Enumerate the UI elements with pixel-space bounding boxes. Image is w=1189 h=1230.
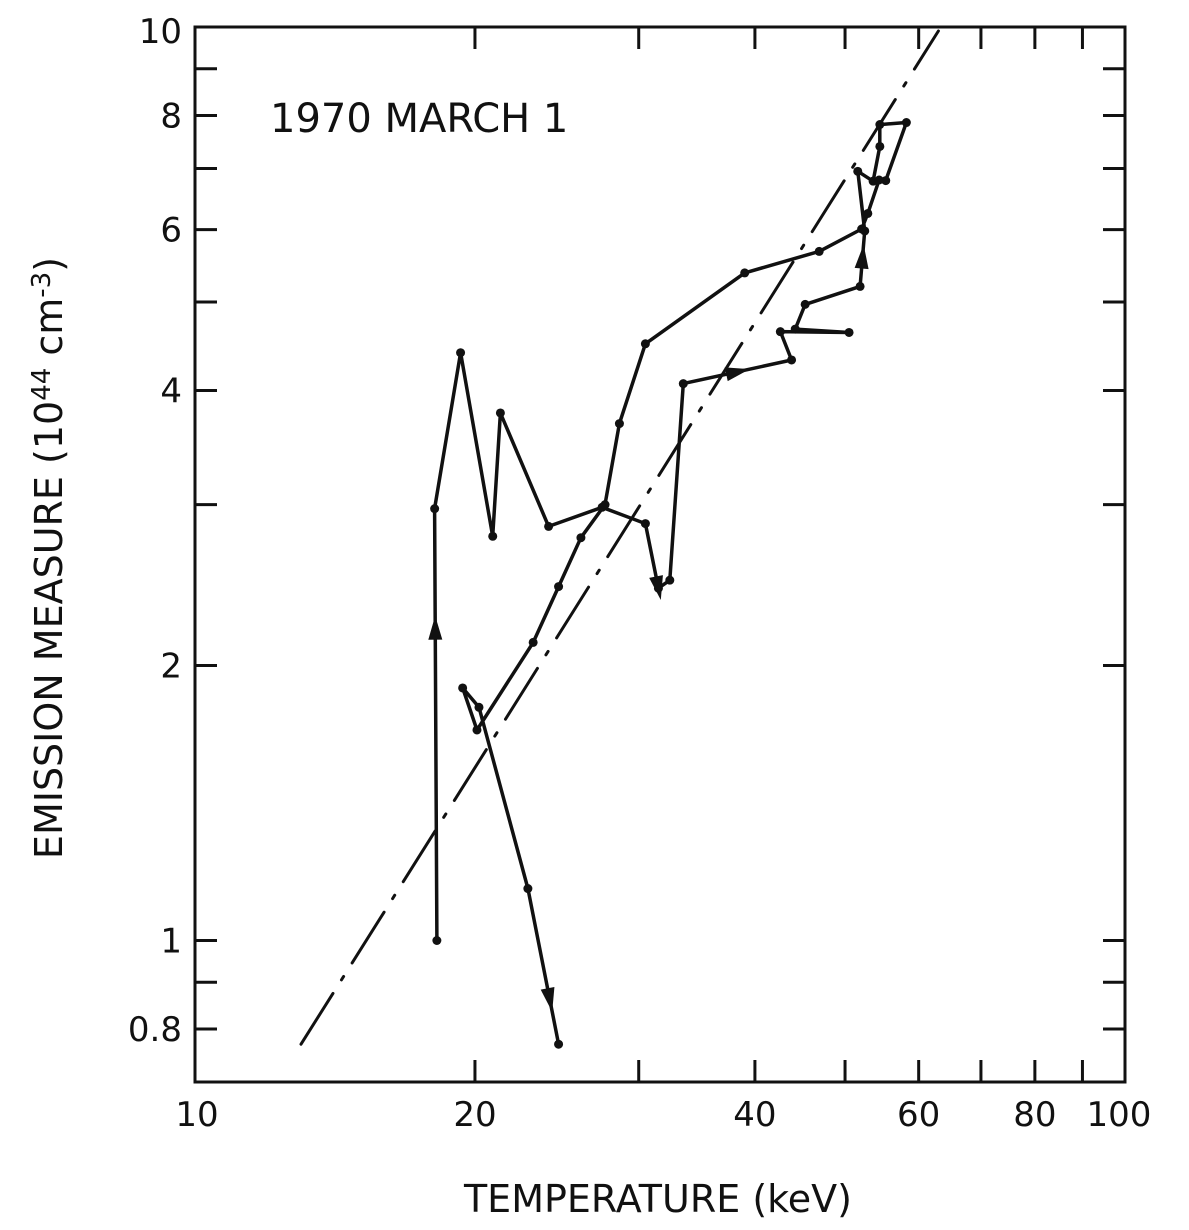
y-axis-title-exp2: -3 (27, 272, 57, 298)
data-point (857, 224, 867, 234)
data-point (901, 118, 911, 128)
data-point (523, 884, 533, 894)
data-point (614, 419, 624, 429)
x-tick-label: 10 (175, 1095, 218, 1135)
data-point (740, 268, 750, 278)
y-tick-label: 8 (160, 97, 182, 137)
data-point (800, 299, 810, 309)
y-tick-label: 1 (160, 921, 182, 961)
x-tick-label: 60 (897, 1095, 940, 1135)
data-point (458, 683, 468, 693)
y-axis-title-suffix: ) (27, 257, 71, 272)
direction-arrow (428, 615, 443, 640)
y-axis-title-mid: cm (27, 298, 71, 368)
data-point (775, 327, 785, 337)
data-point (495, 408, 505, 418)
plot-axes (193, 25, 1127, 1084)
data-point (881, 176, 891, 186)
data-point (875, 141, 885, 151)
data-point (432, 935, 442, 945)
x-tick-label: 80 (1013, 1095, 1056, 1135)
x-axis-title: TEMPERATURE (keV) (463, 1177, 852, 1221)
x-tick-labels: 10 20 40 60 80 100 (175, 1095, 1151, 1135)
direction-arrow (854, 244, 869, 270)
y-tick-label: 4 (160, 372, 182, 412)
data-point (474, 702, 484, 712)
data-point (430, 504, 440, 514)
x-tick-label: 100 (1087, 1095, 1152, 1135)
data-point (576, 533, 586, 543)
data-point (863, 208, 873, 218)
chart-annotation: 1970 MARCH 1 (270, 96, 568, 142)
data-point (678, 379, 688, 389)
x-tick-label: 40 (733, 1095, 776, 1135)
data-point (874, 175, 884, 185)
data-point (665, 575, 675, 585)
x-axis-ticks (473, 27, 1084, 1082)
direction-arrow (649, 575, 663, 601)
data-point (855, 281, 865, 291)
data-point (640, 339, 650, 349)
y-axis-title-prefix: EMISSION MEASURE (10 (27, 401, 71, 859)
data-point (554, 1039, 564, 1049)
y-tick-label: 6 (160, 211, 182, 251)
data-point (844, 327, 854, 337)
direction-arrow (540, 986, 555, 1012)
data-point (488, 531, 498, 541)
data-point (554, 582, 564, 592)
data-point (853, 166, 863, 176)
data-point (472, 725, 482, 735)
data-point (528, 637, 538, 647)
fit-line (299, 29, 940, 1046)
y-tick-label: 10 (139, 12, 182, 52)
y-tick-label: 0.8 (128, 1010, 182, 1050)
data-point (640, 519, 650, 529)
data-point (600, 500, 610, 510)
data-point (544, 521, 554, 531)
y-axis-ticks (195, 67, 1125, 1031)
data-point (790, 324, 800, 334)
y-tick-labels: 0.8 1 2 4 6 8 10 (128, 12, 182, 1050)
plot-series (299, 29, 940, 1049)
y-tick-label: 2 (160, 647, 182, 687)
data-point (814, 246, 824, 256)
y-axis-title-exp1: 44 (27, 368, 57, 401)
direction-arrow (724, 367, 750, 382)
plot-frame (193, 25, 1127, 1084)
data-point (456, 348, 466, 358)
x-tick-label: 20 (453, 1095, 496, 1135)
data-point (787, 355, 797, 365)
data-series-line (432, 120, 909, 1046)
y-axis-title: EMISSION MEASURE (1044 cm-3) (27, 257, 71, 859)
